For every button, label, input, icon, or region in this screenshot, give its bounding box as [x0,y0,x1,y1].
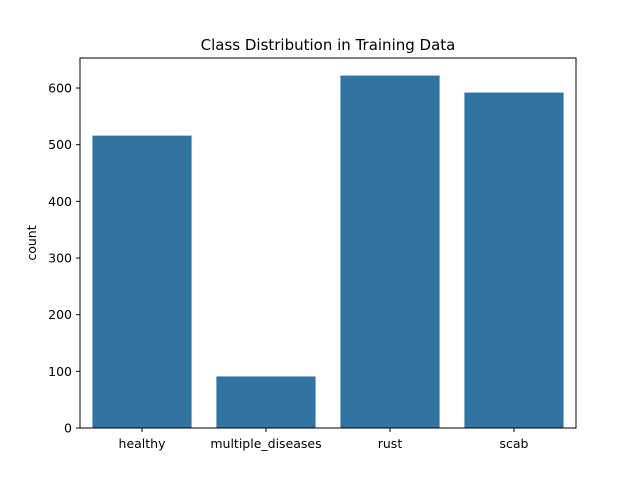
chart-title: Class Distribution in Training Data [201,36,456,54]
y-tick-label: 100 [48,364,72,379]
y-tick-label: 200 [48,307,72,322]
y-tick-label: 400 [48,194,72,209]
y-tick-label: 0 [64,421,72,436]
plot-frame [79,57,577,429]
bar-multiple_diseases [216,376,316,428]
y-tick-label: 300 [48,251,72,266]
x-tick-label: rust [378,436,403,451]
y-tick-label: 500 [48,137,72,152]
x-axis-ticks: healthy multiple_diseases rust scab [119,428,529,451]
x-tick-label: scab [500,436,529,451]
bar-healthy [92,135,192,428]
x-tick-label: healthy [119,436,167,451]
y-axis-label: count [24,225,39,260]
y-tick-label: 600 [48,81,72,96]
bars-layer [92,75,564,428]
x-tick-label: multiple_diseases [210,436,321,451]
bar-scab [464,92,564,428]
y-axis-ticks: 0 100 200 300 400 500 600 [48,81,80,436]
bar-rust [340,75,440,428]
